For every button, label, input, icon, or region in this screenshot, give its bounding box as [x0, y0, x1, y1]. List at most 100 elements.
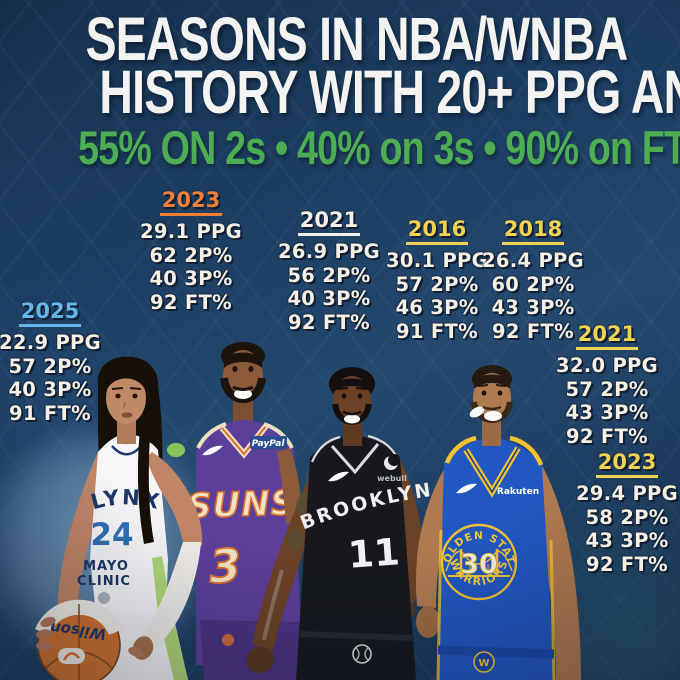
- rakuten-patch-label: Rakuten: [497, 487, 539, 497]
- lynx-player-eye-right: [132, 393, 138, 399]
- suns-player-figure: PayPal SUNS 3: [186, 342, 302, 680]
- warriors-mouthguard: [469, 406, 485, 418]
- nets-armhole-trim-left: [310, 435, 341, 463]
- nets-player-hairline: [334, 378, 370, 392]
- stat-ppg: 22.9 PPG: [0, 331, 101, 354]
- nets-player-figure: webull BROOKLYN 11: [246, 367, 432, 680]
- warriors-neck-trim-inner: [465, 447, 519, 494]
- stat-block-warriors-2023: 2023 29.4 PPG 58 2P% 43 3P% 92 FT%: [568, 451, 680, 576]
- stat-ft: 91 FT%: [396, 319, 478, 343]
- nets-player-neck: [343, 420, 362, 446]
- stat-3p: 46 3P%: [395, 296, 479, 319]
- stat-3p: 40 3P%: [149, 267, 233, 290]
- suns-jersey-neck-trim-inner: [221, 425, 267, 456]
- stat-block-lynx-2025: 2025 22.9 PPG 57 2P% 40 3P% 91 FT%: [0, 300, 102, 425]
- suns-player-smile: [234, 389, 252, 399]
- stat-3p: 43 3P%: [565, 401, 649, 424]
- suns-armhole-trim-left: [196, 422, 227, 449]
- suns-player-hairline: [224, 352, 262, 368]
- lynx-player-left-upper-arm: [146, 452, 203, 550]
- lynx-player-neck: [117, 420, 136, 444]
- suns-jersey-number: 3: [208, 538, 243, 594]
- finger: [40, 616, 56, 628]
- stat-2p: 60 2P%: [491, 272, 575, 296]
- warriors-player-eye-left: [481, 390, 487, 396]
- stat-ppg: 32.0 PPG: [556, 354, 658, 377]
- nets-belt-logo-lines: [355, 647, 369, 661]
- nets-crescent-icon-cut: [388, 454, 400, 466]
- stat-block-nets-2021: 2021 26.9 PPG 56 2P% 40 3P% 92 FT%: [269, 209, 389, 334]
- webull-patch-label: webull: [377, 474, 407, 483]
- title-text-2: HISTORY WITH 20+ PPG AND: [99, 58, 680, 126]
- stat-ppg: 26.4 PPG: [482, 249, 584, 272]
- stat-ft: 92 FT%: [492, 319, 574, 343]
- warriors-player-smile: [484, 411, 502, 421]
- lynx-hair-strand: [137, 430, 154, 544]
- nets-belt-logo: [352, 644, 372, 664]
- nets-player-mustache: [342, 410, 362, 416]
- warriors-player-hairline: [474, 374, 510, 389]
- season-year: 2018: [501, 218, 565, 245]
- finger: [128, 647, 144, 657]
- nets-jersey-number: 11: [347, 530, 401, 576]
- lynx-player-nose: [123, 401, 126, 409]
- suns-shorts: [200, 620, 300, 680]
- title-line-1: SEASONS IN NBA/WNBA: [0, 5, 680, 73]
- nets-waistband: [299, 631, 415, 641]
- bridge-icon: [445, 549, 513, 577]
- warriors-logo-circle: [440, 523, 518, 601]
- nets-player-eye-right: [357, 393, 363, 399]
- nets-arm-highlight: [262, 569, 284, 641]
- lynx-player-face: [106, 372, 146, 424]
- lynx-sponsor-line2: CLINIC: [77, 574, 131, 589]
- suns-player-eye-left: [232, 366, 238, 372]
- stat-ft: 92 FT%: [150, 290, 232, 314]
- wnba-logo: [58, 648, 85, 664]
- lynx-player-figure: LYNX 24 MAYO CLINIC Wilson: [35, 356, 203, 680]
- warriors-armhole-trim-right: [509, 435, 544, 466]
- lynx-sponsor-line1: MAYO: [83, 559, 129, 574]
- header: SEASONS IN NBA/WNBA HISTORY WITH 20+ PPG…: [0, 5, 680, 174]
- stat-block-warriors-2021: 2021 32.0 PPG 57 2P% 43 3P% 92 FT%: [547, 323, 667, 448]
- stat-ft: 92 FT%: [288, 310, 370, 334]
- stat-ppg: 30.1 PPG: [386, 249, 488, 272]
- subtitle-text: 55% ON 2s • 40% on 3s • 90% on FTs: [78, 121, 680, 174]
- stat-block-warriors-2016: 2016 30.1 PPG 57 2P% 46 3P% 91 FT%: [377, 218, 497, 343]
- stat-ft: 91 FT%: [9, 401, 91, 425]
- stat-block-suns-2023: 2023 29.1 PPG 62 2P% 40 3P% 92 FT%: [131, 189, 251, 314]
- suns-wordmark: SUNS: [186, 483, 296, 527]
- stat-ft: 92 FT%: [586, 552, 668, 576]
- green-scrunchie: [167, 443, 185, 457]
- lynx-player-arm-sleeve: [139, 542, 201, 650]
- paypal-patch: [250, 436, 287, 449]
- stat-2p: 58 2P%: [585, 505, 669, 529]
- nets-player-eye-left: [341, 393, 347, 399]
- lynx-player-eye-left: [115, 393, 121, 399]
- warriors-belt-logo: [473, 651, 495, 673]
- title-line-2: HISTORY WITH 20+ PPG AND: [0, 58, 680, 126]
- lynx-jersey-number: 24: [90, 517, 133, 553]
- finger: [36, 629, 52, 639]
- subtitle-line: 55% ON 2s • 40% on 3s • 90% on FTs: [0, 121, 680, 174]
- season-year: 2021: [297, 209, 361, 236]
- warriors-player-neck: [482, 418, 501, 446]
- stat-3p: 43 3P%: [491, 296, 575, 319]
- warriors-side-stripe-left: [436, 529, 443, 680]
- nets-player-smile: [344, 414, 360, 424]
- stat-ft: 92 FT%: [566, 424, 648, 448]
- stat-block-warriors-2018: 2018 26.4 PPG 60 2P% 43 3P% 92 FT%: [473, 218, 593, 343]
- warriors-player-right-hand: [416, 606, 440, 638]
- nets-arm-tattoo: [288, 529, 304, 551]
- suns-player-arm: [277, 448, 302, 524]
- stat-2p: 62 2P%: [149, 243, 233, 267]
- suns-player-brows: [228, 360, 258, 363]
- suns-player-eye-right: [248, 366, 254, 372]
- stat-3p: 40 3P%: [287, 287, 371, 310]
- title-text-1: SEASONS IN NBA/WNBA: [85, 5, 629, 73]
- stat-ppg: 29.4 PPG: [576, 482, 678, 505]
- lynx-player-hairline: [105, 368, 147, 392]
- nets-neck-trim: [330, 443, 380, 475]
- warriors-player-eye-right: [497, 390, 503, 396]
- suns-player-neck: [233, 396, 253, 424]
